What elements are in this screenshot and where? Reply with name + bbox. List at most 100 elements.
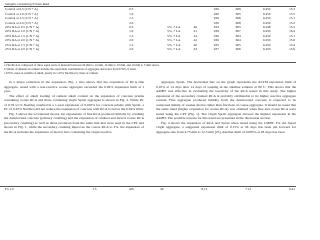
table-row: Control at 1.0 (1:N + A) 1.0 940 605 0.450 15…: [4, 12, 296, 16]
table-cell: 5%, 7 LA: [167, 47, 181, 52]
table-cell: 936: [213, 7, 219, 12]
table-cell: 5%, 7 LA: [167, 29, 181, 34]
table-cell: 0.450: [262, 47, 271, 52]
header-row: Samples containing 0%mm RAA: [4, 2, 296, 8]
footnotes: a The RCA is composed of three equal par…: [4, 62, 296, 75]
page: Samples containing 0%mm RAA Control at 0.…: [0, 2, 296, 191]
table-cell: 2.0: [129, 20, 134, 25]
table-cell: 1.5: [129, 16, 134, 21]
table-cell: 8.12: [201, 187, 208, 191]
table-cell: 608: [235, 7, 241, 12]
table-cell: 937: [213, 47, 219, 52]
table-cell: 0.450: [262, 38, 271, 43]
table-cell: 44: [193, 33, 198, 38]
table-cell: 2.0: [129, 47, 134, 52]
table-cell: 40: [160, 187, 164, 191]
table: Fn 1.0 1.5 AB 40 8.12 7.12 0.41: [4, 187, 296, 191]
table-cell: 0.450: [262, 11, 271, 16]
table-cell: 0.450: [262, 16, 271, 21]
table-row: 20% RA at 2.0 (1:N + A) 2.0 5%, 7 LA 42 936 6…: [4, 38, 296, 42]
column-right: aggregate Spratt. The horizontal line on…: [156, 80, 296, 134]
table-cell: 1.5: [92, 187, 97, 191]
table-row: Fn 1.0 1.5 AB 40 8.12 7.12 0.41: [4, 187, 296, 191]
paragraph: The effect of alkali loading of cement a…: [4, 93, 144, 112]
table-cell: 20% RA at 1.0 (1:N + A): [5, 29, 40, 34]
table-cell: 936: [213, 33, 219, 38]
table-cell: 940: [213, 11, 219, 16]
table-cell: 605: [235, 42, 241, 47]
table-bottom: Fn 1.0 1.5 AB 40 8.12 7.12 0.41: [0, 186, 296, 191]
table-cell: Fn 1.0: [5, 187, 14, 191]
table-cell: 938: [213, 29, 219, 34]
table-cell: 607: [235, 29, 241, 34]
table-cell: 608: [235, 20, 241, 25]
table-cell: 46: [193, 25, 198, 30]
table-cell: 15.6: [289, 47, 295, 52]
table-top: Samples containing 0%mm RAA Control at 0.…: [0, 2, 296, 51]
table-cell: 5%, 7 LA: [167, 33, 181, 38]
table-row: 25% RA at 2.0 (1:N + A) 2.0 5%, 7 LA 43 937 6…: [4, 47, 296, 51]
table-cell: 0.450: [262, 7, 271, 12]
table-cell: 1.0: [129, 29, 134, 34]
table: Samples containing 0%mm RAA Control at 0.…: [4, 2, 296, 51]
table-cell: 935: [213, 42, 219, 47]
table-row: 20% RA at 1.5 (1:N + A) 1.5 5%, 7 LA 44 936 6…: [4, 34, 296, 38]
table-cell: 7.12: [245, 187, 252, 191]
table-cell: 936: [213, 20, 219, 25]
table-cell: 0.41: [289, 187, 295, 191]
footnote: a The RCA is composed of three equal par…: [4, 63, 160, 67]
table-cell: AB: [128, 187, 134, 191]
table-cell: 936: [213, 38, 219, 43]
table-cell: 15.8: [289, 38, 295, 43]
paragraph: Fig. 4 shows the expansion of RCA and Sp…: [156, 120, 296, 134]
table-cell: 605: [235, 11, 241, 16]
table-cell: Control at 0.5 (1:N + A): [5, 7, 38, 12]
table-cell: 25% RA at 1.5 (1:N + A): [5, 42, 40, 47]
group-label: Samples containing 0%mm RAA: [4, 2, 296, 8]
table-row: Control at 1.5 (1:N + A) 1.5 936 606 0.450 15…: [4, 16, 296, 20]
table-cell: 15.4: [289, 42, 295, 47]
paragraph: aggregate Spratt. The horizontal line on…: [156, 80, 296, 120]
table-cell: 604: [235, 38, 241, 43]
table-cell: Control at 1.0 (1:N + A): [5, 11, 38, 16]
table-cell: 606: [235, 16, 241, 21]
table-cell: 0.450: [262, 29, 271, 34]
table-cell: 606: [235, 47, 241, 52]
table-cell: 605: [235, 25, 241, 30]
table-cell: 0.450: [262, 33, 271, 38]
table-cell: 13.2: [289, 20, 295, 25]
table-cell: 0.5: [129, 25, 134, 30]
table-cell: 16.4: [289, 29, 295, 34]
table-cell: 5%, 7 LA: [167, 42, 181, 47]
table-cell: 934: [213, 25, 219, 30]
table-cell: 5%, 7 LA: [167, 38, 181, 43]
table-cell: 20% RA at 2.0 (1:N + A): [5, 38, 40, 43]
paragraph: Fig. 3 shows the accelerated mortar bar …: [4, 111, 144, 134]
table-cell: 1.5: [129, 42, 134, 47]
table-cell: 20% RA at 0.5 (1:N + A): [5, 25, 40, 30]
table-row: 20% RA at 0.5 (1:N + A) 0.5 5%, 7 LA 46 934 6…: [4, 25, 296, 29]
table-cell: 41: [193, 29, 198, 34]
table-cell: 15.1: [289, 33, 295, 38]
column-left: in a major reduction in the expansion. F…: [4, 80, 144, 134]
table-cell: 2.0: [129, 38, 134, 43]
table-cell: 43: [193, 47, 198, 52]
table-row: Control at 2.0 (1:N + A) 2.0 936 608 0.450 13…: [4, 21, 296, 25]
table-cell: 0.448: [262, 25, 271, 30]
table-cell: 0.450: [262, 20, 271, 25]
table-cell: 25% RA at 2.0 (1:N + A): [5, 47, 40, 52]
footnote: c UWS, used as sodium of alkali, purely …: [4, 70, 99, 75]
table-row: 25% RA at 1.5 (1:N + A) 1.5 5%, 7 LA 40 935 6…: [4, 43, 296, 47]
footnote: b Values of alkalies in cement include t…: [4, 66, 137, 71]
table-cell: 936: [213, 16, 219, 21]
table-cell: 20% RA at 1.5 (1:N + A): [5, 33, 40, 38]
table-cell: 40: [193, 42, 198, 47]
paragraph: in a major reduction in the expansion. F…: [4, 80, 144, 93]
table-cell: 5%, 7 LA: [167, 25, 181, 30]
table-cell: 604: [235, 33, 241, 38]
table-cell: 15.3: [289, 7, 295, 12]
table-cell: 1.0: [129, 11, 134, 16]
table-cell: 42: [193, 38, 198, 43]
table-cell: 1.5: [129, 33, 134, 38]
table-cell: 15.3: [289, 25, 295, 30]
